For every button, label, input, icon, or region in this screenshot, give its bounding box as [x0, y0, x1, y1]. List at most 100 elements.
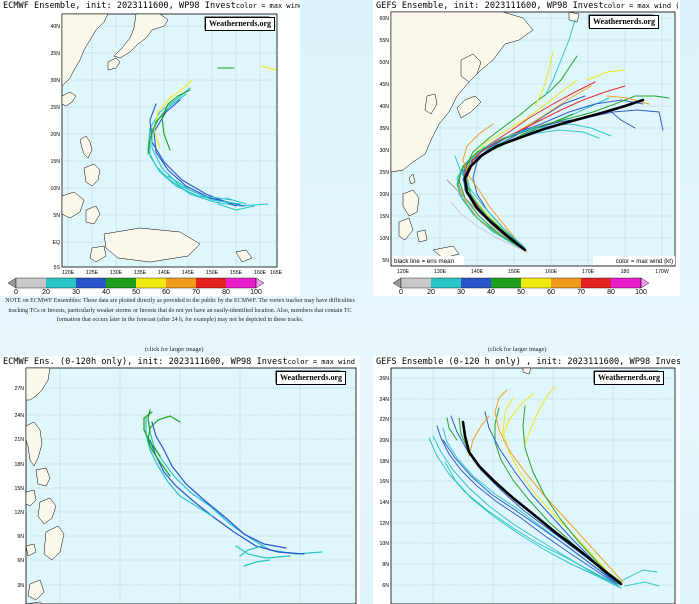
svg-text:140E: 140E — [158, 270, 171, 276]
svg-text:0: 0 — [14, 289, 18, 296]
ecmwf-120h-title-right: color = max wind (kt) — [287, 358, 360, 366]
svg-text:20: 20 — [42, 289, 50, 296]
gefs-title-right: color = max wind (kt) — [603, 2, 680, 10]
svg-text:170E: 170E — [582, 269, 595, 275]
svg-text:8N: 8N — [382, 562, 389, 568]
svg-text:10N: 10N — [379, 541, 389, 547]
svg-text:165E: 165E — [270, 270, 283, 276]
svg-text:40: 40 — [487, 289, 495, 296]
svg-text:20: 20 — [427, 289, 435, 296]
svg-text:24N: 24N — [14, 413, 24, 419]
svg-text:27N: 27N — [14, 386, 24, 392]
svg-text:25N: 25N — [50, 105, 60, 111]
svg-text:60: 60 — [547, 289, 555, 296]
gefs-ensemble-panel[interactable]: GEFS Ensemble, init: 2023111600, WP98 In… — [373, 0, 680, 296]
gefs-title-left: GEFS Ensemble, init: 2023111600, WP98 In… — [376, 1, 604, 11]
svg-text:5S: 5S — [54, 265, 61, 271]
svg-text:50N: 50N — [379, 60, 389, 66]
ecmwf-track-map: 40N 35N 30N 25N 20N 15N 10N 5N EQ 5S 120… — [7, 13, 283, 296]
svg-text:50: 50 — [517, 289, 525, 296]
svg-text:120E: 120E — [397, 269, 410, 275]
svg-text:9N: 9N — [17, 534, 24, 540]
svg-text:18N: 18N — [379, 459, 389, 465]
ecmwf-title-left: ECMWF Ensemble, init: 2023111600, WP98 I… — [3, 1, 236, 11]
svg-text:180: 180 — [621, 269, 630, 275]
svg-text:30: 30 — [457, 289, 465, 296]
weathernerds-logo: Weathernerds.org — [589, 15, 659, 29]
ecmwf-title-right: color = max wind (kt) — [235, 2, 300, 10]
gefs-panel-title: GEFS Ensemble, init: 2023111600, WP98 In… — [373, 0, 680, 12]
svg-text:10N: 10N — [50, 186, 60, 192]
svg-text:21N: 21N — [14, 437, 24, 443]
svg-text:20N: 20N — [50, 132, 60, 138]
svg-text:70: 70 — [192, 289, 200, 296]
weathernerds-logo: Weathernerds.org — [205, 17, 275, 31]
svg-text:170W: 170W — [655, 269, 669, 275]
svg-text:160E: 160E — [545, 269, 558, 275]
svg-text:18N: 18N — [14, 462, 24, 468]
svg-text:black line = ens mean: black line = ens mean — [394, 258, 455, 265]
svg-text:120E: 120E — [62, 270, 75, 276]
ecmwf-ensemble-note: NOTE on ECMWF Ensembles: These data are … — [5, 298, 355, 324]
svg-text:145E: 145E — [182, 270, 195, 276]
svg-text:15N: 15N — [379, 214, 389, 220]
svg-text:22N: 22N — [379, 417, 389, 423]
svg-text:60: 60 — [162, 289, 170, 296]
svg-text:60N: 60N — [379, 16, 389, 22]
svg-text:15N: 15N — [50, 159, 60, 165]
svg-text:130E: 130E — [110, 270, 123, 276]
click-for-larger-image-link-right[interactable]: (click for larger image) — [488, 346, 547, 353]
svg-text:30N: 30N — [379, 148, 389, 154]
svg-text:14N: 14N — [379, 500, 389, 506]
svg-text:45N: 45N — [379, 82, 389, 88]
svg-text:5N: 5N — [382, 258, 389, 264]
svg-text:100: 100 — [250, 289, 262, 296]
svg-text:140E: 140E — [471, 269, 484, 275]
svg-text:80: 80 — [222, 289, 230, 296]
svg-text:25N: 25N — [379, 170, 389, 176]
svg-text:80: 80 — [607, 289, 615, 296]
gefs-120h-panel[interactable]: GEFS Ensemble (0-120 h only) , init: 202… — [373, 356, 680, 604]
gefs-120h-title-left: GEFS Ensemble (0-120 h only) , init: 202… — [376, 357, 680, 367]
svg-text:160E: 160E — [254, 270, 267, 276]
svg-text:6N: 6N — [382, 583, 389, 589]
ecmwf-120h-title-left: ECMWF Ens. (0-120h only), init: 20231116… — [3, 357, 288, 367]
svg-text:30: 30 — [72, 289, 80, 296]
svg-text:10N: 10N — [379, 236, 389, 242]
gefs-track-map: black line = ens mean color = max wind (… — [379, 11, 676, 296]
svg-text:3N: 3N — [17, 583, 24, 589]
gefs-120h-track-map: 26N 24N 22N 20N 18N 16N 14N 12N 10N 8N 6… — [379, 367, 676, 604]
svg-text:24N: 24N — [379, 397, 389, 403]
svg-text:20N: 20N — [379, 438, 389, 444]
click-for-larger-image-link-left[interactable]: (click for larger image) — [145, 346, 204, 353]
svg-text:70: 70 — [577, 289, 585, 296]
svg-text:40N: 40N — [50, 24, 60, 30]
weathernerds-logo: Weathernerds.org — [594, 371, 664, 385]
ecmwf-120h-panel[interactable]: ECMWF Ens. (0-120h only), init: 20231116… — [0, 356, 360, 604]
ecmwf-panel-title: ECMWF Ensemble, init: 2023111600, WP98 I… — [0, 0, 300, 12]
ecmwf-ensemble-panel[interactable]: ECMWF Ensemble, init: 2023111600, WP98 I… — [0, 0, 300, 296]
svg-text:40N: 40N — [379, 104, 389, 110]
svg-text:6N: 6N — [17, 558, 24, 564]
svg-text:12N: 12N — [379, 521, 389, 527]
svg-text:35N: 35N — [50, 51, 60, 57]
svg-text:150E: 150E — [206, 270, 219, 276]
svg-text:16N: 16N — [379, 479, 389, 485]
svg-text:15N: 15N — [14, 486, 24, 492]
svg-text:35N: 35N — [379, 126, 389, 132]
svg-text:125E: 125E — [86, 270, 99, 276]
svg-text:135E: 135E — [134, 270, 147, 276]
svg-text:150E: 150E — [508, 269, 521, 275]
svg-text:0: 0 — [399, 289, 403, 296]
ecmwf-120h-panel-title: ECMWF Ens. (0-120h only), init: 20231116… — [0, 356, 360, 368]
svg-text:55N: 55N — [379, 38, 389, 44]
svg-text:130E: 130E — [434, 269, 447, 275]
svg-text:5N: 5N — [53, 213, 60, 219]
svg-text:50: 50 — [132, 289, 140, 296]
svg-text:30N: 30N — [50, 78, 60, 84]
svg-text:100: 100 — [635, 289, 647, 296]
svg-text:EQ: EQ — [53, 240, 61, 246]
gefs-120h-panel-title: GEFS Ensemble (0-120 h only) , init: 202… — [373, 356, 680, 368]
svg-text:12N: 12N — [14, 510, 24, 516]
ecmwf-120h-track-map: 27N 24N 21N 18N 15N 12N 9N 6N 3N — [14, 367, 357, 604]
